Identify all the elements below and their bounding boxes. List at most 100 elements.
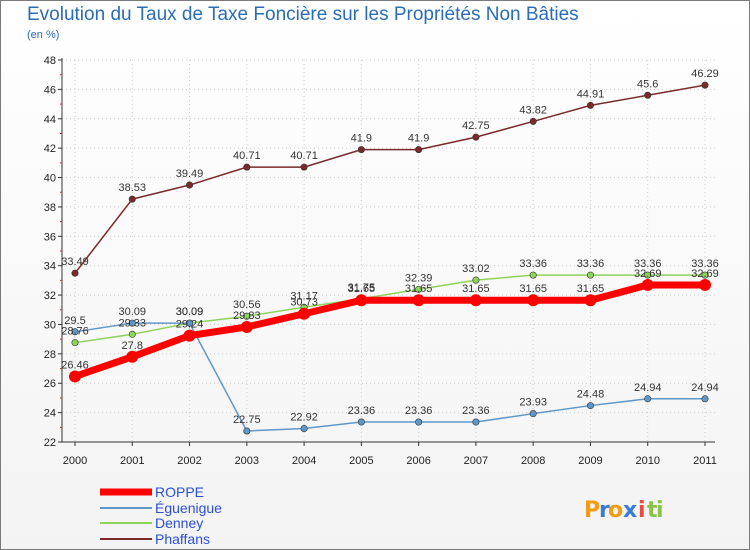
y-tick-label: 28	[44, 349, 56, 361]
data-label: 30.09	[119, 306, 147, 318]
data-label: 24.94	[691, 382, 719, 394]
data-label: 33.02	[462, 263, 490, 275]
data-label: 45.6	[637, 78, 658, 90]
data-label: 30.09	[176, 306, 204, 318]
y-tick-label: 42	[44, 143, 56, 155]
data-label: 29.24	[176, 319, 204, 331]
data-point-denney	[472, 276, 480, 284]
data-point-phaffans	[586, 101, 594, 109]
data-label: 26.46	[61, 359, 89, 371]
y-tick-label: 24	[44, 408, 56, 420]
data-point-éguenigue	[415, 418, 423, 426]
data-point-éguenigue	[71, 328, 79, 336]
data-point-phaffans	[701, 81, 709, 89]
series-line-éguenigue	[74, 322, 706, 432]
data-point-denney	[415, 285, 423, 293]
data-point-phaffans	[186, 181, 194, 189]
data-label: 33.36	[691, 258, 719, 270]
data-point-denney	[701, 271, 709, 279]
data-point-roppe	[298, 307, 311, 320]
data-label: 23.36	[348, 405, 376, 417]
data-label: 31.65	[405, 283, 433, 295]
data-label: 32.39	[405, 272, 433, 284]
y-tick-label: 36	[44, 231, 56, 243]
y-tick-label: 44	[44, 114, 56, 126]
data-label: 30.09	[176, 306, 204, 318]
data-point-éguenigue	[243, 427, 251, 435]
data-label: 31.65	[348, 283, 376, 295]
brand-logo-letter: i	[656, 498, 664, 523]
chart-title: Evolution du Taux de Taxe Foncière sur l…	[27, 4, 579, 25]
data-label: 43.82	[519, 104, 547, 116]
data-label: 23.36	[405, 405, 433, 417]
data-label: 30.73	[290, 297, 318, 309]
data-label: 29.33	[119, 317, 147, 329]
data-label: 32.69	[634, 268, 662, 280]
data-label: 40.71	[233, 150, 261, 162]
data-point-roppe	[183, 329, 196, 342]
data-label: 27.8	[122, 340, 143, 352]
brand-logo-letter: i	[638, 498, 646, 523]
data-label: 41.9	[408, 133, 429, 145]
data-label: 39.49	[176, 168, 204, 180]
data-label: 29.83	[233, 310, 261, 322]
data-point-roppe	[584, 294, 597, 307]
series-line-denney	[74, 274, 706, 344]
data-label: 31.65	[462, 283, 490, 295]
data-point-roppe	[126, 350, 139, 363]
x-tick-label: 2010	[635, 455, 659, 467]
data-point-denney	[529, 271, 537, 279]
brand-logo-letter: t	[647, 498, 658, 523]
data-label: 40.71	[290, 150, 318, 162]
data-point-éguenigue	[300, 424, 308, 432]
data-label: 23.36	[462, 405, 490, 417]
data-point-éguenigue	[529, 410, 537, 418]
data-point-phaffans	[644, 91, 652, 99]
data-point-roppe	[699, 278, 711, 291]
data-label: 22.75	[233, 414, 261, 426]
x-tick-label: 2007	[464, 455, 488, 467]
brand-logo-letter: o	[608, 498, 623, 523]
chart-subtitle: (en %)	[27, 29, 60, 41]
data-point-phaffans	[300, 163, 308, 171]
data-point-roppe	[412, 294, 425, 307]
x-tick-label: 2009	[578, 455, 602, 467]
brand-logo-letter: x	[623, 498, 637, 523]
data-point-éguenigue	[644, 395, 652, 403]
brand-logo-letter: P	[584, 498, 600, 523]
data-point-denney	[644, 271, 652, 279]
data-label: 24.94	[634, 382, 662, 394]
data-point-phaffans	[243, 163, 251, 171]
data-label: 32.69	[691, 268, 719, 280]
x-tick-label: 2000	[63, 455, 87, 467]
legend-label: Éguenigue	[155, 500, 222, 516]
data-point-phaffans	[529, 117, 537, 125]
data-label: 33.36	[577, 258, 605, 270]
data-label: 31.75	[348, 282, 376, 294]
data-point-denney	[128, 330, 136, 338]
data-point-éguenigue	[586, 402, 594, 410]
data-point-phaffans	[357, 146, 365, 154]
data-label: 33.49	[61, 256, 89, 268]
y-tick-label: 48	[44, 55, 56, 67]
data-point-phaffans	[71, 269, 79, 277]
data-label: 31.65	[519, 283, 547, 295]
data-label: 33.36	[519, 258, 547, 270]
brand-logo-letter: r	[599, 498, 610, 523]
y-tick-label: 46	[44, 84, 56, 96]
data-point-phaffans	[128, 195, 136, 203]
series-line-roppe	[71, 281, 709, 380]
y-tick-label: 22	[44, 437, 56, 449]
data-point-roppe	[240, 320, 253, 333]
x-tick-label: 2006	[406, 455, 430, 467]
data-label: 38.53	[119, 182, 147, 194]
y-tick-label: 32	[44, 290, 56, 302]
data-label: 42.75	[462, 120, 490, 132]
x-tick-label: 2002	[177, 455, 201, 467]
data-point-éguenigue	[357, 418, 365, 426]
data-point-roppe	[355, 294, 368, 307]
data-label: 41.9	[351, 133, 372, 145]
x-tick-label: 2011	[693, 455, 717, 467]
data-point-éguenigue	[701, 395, 709, 403]
data-point-éguenigue	[186, 319, 194, 327]
